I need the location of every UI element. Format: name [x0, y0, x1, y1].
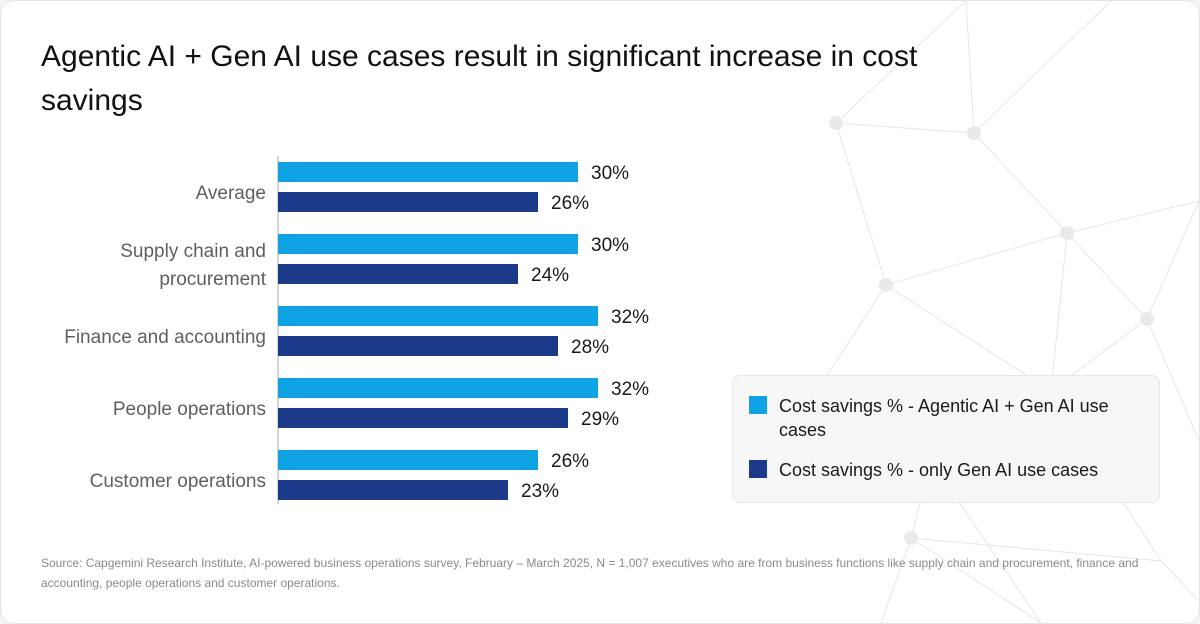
network-line	[1066, 232, 1148, 320]
chart-title: Agentic AI + Gen AI use cases result in …	[41, 40, 918, 117]
bar-agentic	[278, 234, 578, 254]
source-note: Source: Capgemini Research Institute, AI…	[41, 556, 1139, 590]
network-line	[1146, 318, 1199, 442]
bar-agentic	[278, 162, 578, 182]
legend-item-agentic: Cost savings % - Agentic AI + Gen AI use…	[749, 394, 1141, 442]
network-line	[973, 1, 1112, 134]
legend-swatch-gen-ai	[749, 460, 767, 478]
data-label-agentic: 32%	[611, 307, 649, 328]
bar-agentic	[278, 450, 538, 470]
network-line	[965, 1, 975, 134]
data-label-agentic: 30%	[591, 235, 629, 256]
category-label-line: Customer operations	[90, 471, 266, 492]
legend-label-agentic: Cost savings % - Agentic AI + Gen AI use…	[779, 396, 1109, 440]
bar-agentic	[278, 378, 598, 398]
bar-gen-ai	[278, 264, 518, 284]
category-label-line: People operations	[113, 399, 266, 420]
network-line	[880, 537, 912, 623]
category-label: Supply chain and procurement	[120, 241, 266, 290]
network-node	[1060, 226, 1074, 240]
network-node	[1140, 312, 1154, 326]
category-label-line: Average	[196, 183, 266, 204]
category-label-line: procurement	[159, 269, 266, 290]
network-line	[910, 537, 1042, 623]
network-line	[1050, 232, 1068, 392]
bar-gen-ai	[278, 336, 558, 356]
legend-item-gen-ai: Cost savings % - only Gen AI use cases	[749, 458, 1141, 482]
network-node	[967, 126, 981, 140]
bar-gen-ai	[278, 480, 508, 500]
category-label: Average	[196, 183, 266, 204]
data-label-gen-ai: 24%	[531, 265, 569, 286]
category-label: Finance and accounting	[64, 327, 266, 348]
legend-swatch-agentic	[749, 396, 767, 414]
category-label-line: Supply chain and	[120, 241, 266, 262]
data-label-agentic: 32%	[611, 379, 649, 400]
network-line	[835, 1, 967, 124]
network-line	[1066, 200, 1199, 234]
data-label-agentic: 26%	[551, 451, 589, 472]
category-label-line: Finance and accounting	[64, 327, 266, 348]
category-label: People operations	[113, 399, 266, 420]
network-line	[973, 132, 1068, 234]
network-node	[879, 278, 893, 292]
data-label-gen-ai: 26%	[551, 193, 589, 214]
data-label-gen-ai: 28%	[571, 337, 609, 358]
bar-gen-ai	[278, 408, 568, 428]
data-label-gen-ai: 23%	[521, 481, 559, 502]
network-node	[829, 116, 843, 130]
data-label-agentic: 30%	[591, 163, 629, 184]
data-label-gen-ai: 29%	[581, 409, 619, 430]
network-line	[1146, 200, 1199, 320]
chart-legend: Cost savings % - Agentic AI + Gen AI use…	[732, 375, 1160, 503]
legend-label-gen-ai: Cost savings % - only Gen AI use cases	[779, 460, 1099, 480]
network-line	[885, 284, 1052, 392]
network-line	[835, 122, 887, 286]
network-line	[885, 232, 1068, 286]
network-line	[1160, 560, 1199, 602]
network-node	[904, 531, 918, 545]
network-line	[910, 537, 1162, 562]
category-label: Customer operations	[90, 471, 266, 492]
bar-agentic	[278, 306, 598, 326]
bar-gen-ai	[278, 192, 538, 212]
network-line	[835, 122, 975, 134]
